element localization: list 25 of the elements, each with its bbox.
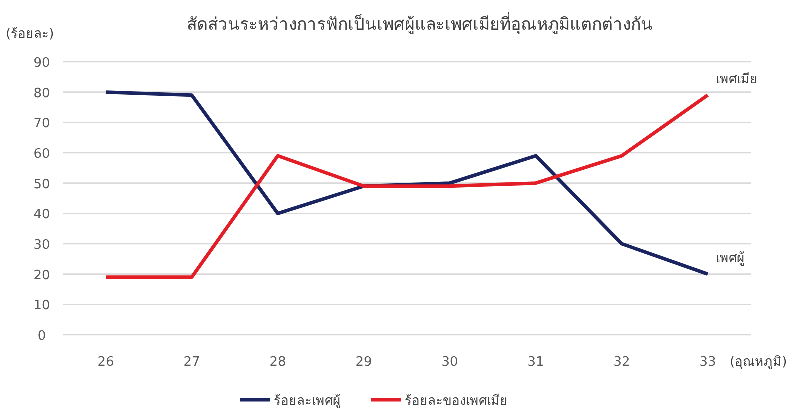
x-tick-label: 32: [614, 355, 630, 370]
y-tick-label: 90: [34, 56, 50, 71]
x-tick-label: 31: [528, 355, 544, 370]
annotation: เพศผู้: [716, 251, 745, 266]
y-tick-label: 30: [34, 238, 50, 253]
y-tick-label: 0: [38, 329, 46, 344]
y-tick-label: 40: [34, 208, 50, 223]
x-axis-title: (อุณหภูมิ): [730, 355, 788, 370]
x-tick-label: 28: [270, 355, 286, 370]
x-tick-label: 27: [184, 355, 200, 370]
y-tick-label: 70: [34, 116, 50, 132]
y-tick-label: 10: [34, 298, 50, 314]
chart-title: สัดส่วนระหว่างการฟักเป็นเพศผู้และเพศเมียที่อุณหภูมิแตกต่างกัน: [187, 12, 653, 35]
y-tick-label: 60: [34, 147, 50, 162]
legend-label: ร้อยละของเพศเมีย: [405, 393, 508, 409]
x-tick-label: 30: [442, 355, 458, 370]
y-tick-label: 20: [34, 268, 50, 284]
y-axis-title: (ร้อยละ): [6, 27, 54, 42]
legend-label: ร้อยละเพศผู้: [274, 394, 341, 409]
annotation: เพศเมีย: [716, 71, 758, 88]
y-tick-label: 50: [34, 177, 50, 192]
y-tick-label: 80: [34, 86, 50, 102]
x-tick-label: 33: [700, 355, 716, 370]
x-tick-label: 26: [98, 355, 114, 370]
x-tick-label: 29: [356, 355, 372, 370]
